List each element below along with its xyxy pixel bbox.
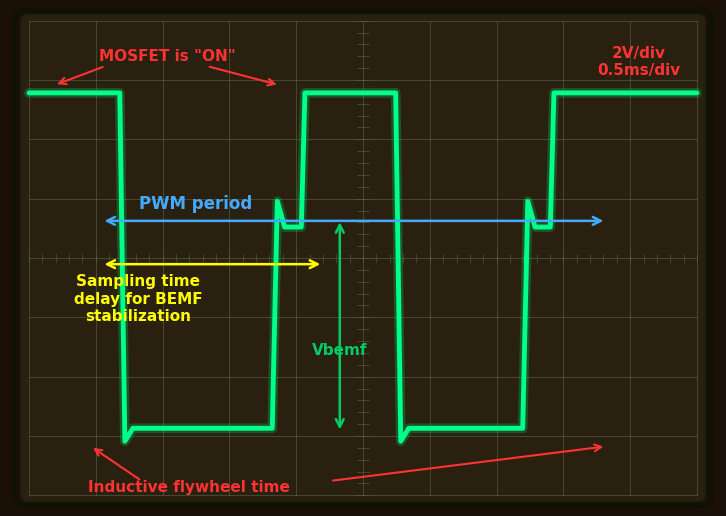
Text: Inductive flywheel time: Inductive flywheel time [88,480,290,495]
Text: Sampling time
delay for BEMF
stabilization: Sampling time delay for BEMF stabilizati… [73,275,203,324]
Text: Vbemf: Vbemf [312,343,367,359]
Text: MOSFET is "ON": MOSFET is "ON" [99,49,235,64]
Text: PWM period: PWM period [139,195,253,213]
Text: 2V/div
0.5ms/div: 2V/div 0.5ms/div [597,46,680,78]
FancyBboxPatch shape [22,15,704,501]
